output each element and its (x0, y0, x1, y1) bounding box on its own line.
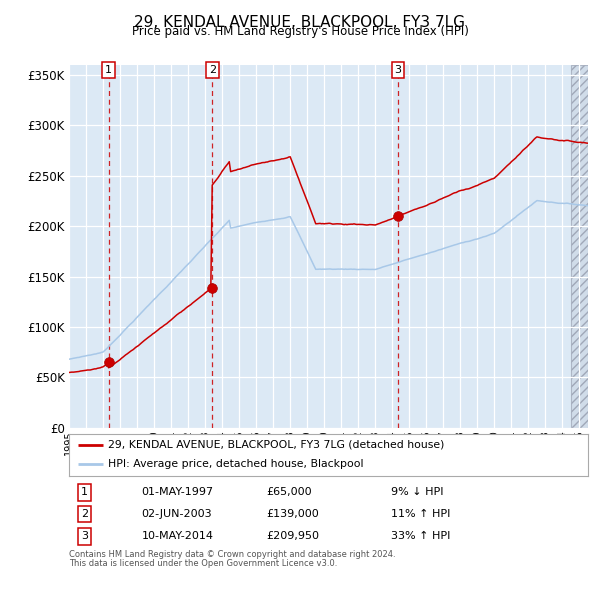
Text: Contains HM Land Registry data © Crown copyright and database right 2024.: Contains HM Land Registry data © Crown c… (69, 550, 395, 559)
Text: 2: 2 (209, 65, 216, 75)
Text: £139,000: £139,000 (266, 509, 319, 519)
Text: Price paid vs. HM Land Registry's House Price Index (HPI): Price paid vs. HM Land Registry's House … (131, 25, 469, 38)
Text: 11% ↑ HPI: 11% ↑ HPI (391, 509, 450, 519)
Text: HPI: Average price, detached house, Blackpool: HPI: Average price, detached house, Blac… (108, 459, 364, 469)
Text: 10-MAY-2014: 10-MAY-2014 (142, 531, 214, 541)
Bar (571, 65, 588, 428)
Text: 2: 2 (81, 509, 88, 519)
Text: This data is licensed under the Open Government Licence v3.0.: This data is licensed under the Open Gov… (69, 559, 337, 568)
Text: 29, KENDAL AVENUE, BLACKPOOL, FY3 7LG (detached house): 29, KENDAL AVENUE, BLACKPOOL, FY3 7LG (d… (108, 440, 444, 450)
Text: £65,000: £65,000 (266, 487, 312, 497)
Text: 01-MAY-1997: 01-MAY-1997 (142, 487, 214, 497)
Text: 1: 1 (105, 65, 112, 75)
Text: 1: 1 (81, 487, 88, 497)
Text: 33% ↑ HPI: 33% ↑ HPI (391, 531, 450, 541)
Text: 9% ↓ HPI: 9% ↓ HPI (391, 487, 443, 497)
Text: £209,950: £209,950 (266, 531, 319, 541)
Text: 29, KENDAL AVENUE, BLACKPOOL, FY3 7LG: 29, KENDAL AVENUE, BLACKPOOL, FY3 7LG (134, 15, 466, 30)
Bar (571, 65, 588, 428)
Text: 3: 3 (394, 65, 401, 75)
Text: 3: 3 (81, 531, 88, 541)
Text: 02-JUN-2003: 02-JUN-2003 (142, 509, 212, 519)
